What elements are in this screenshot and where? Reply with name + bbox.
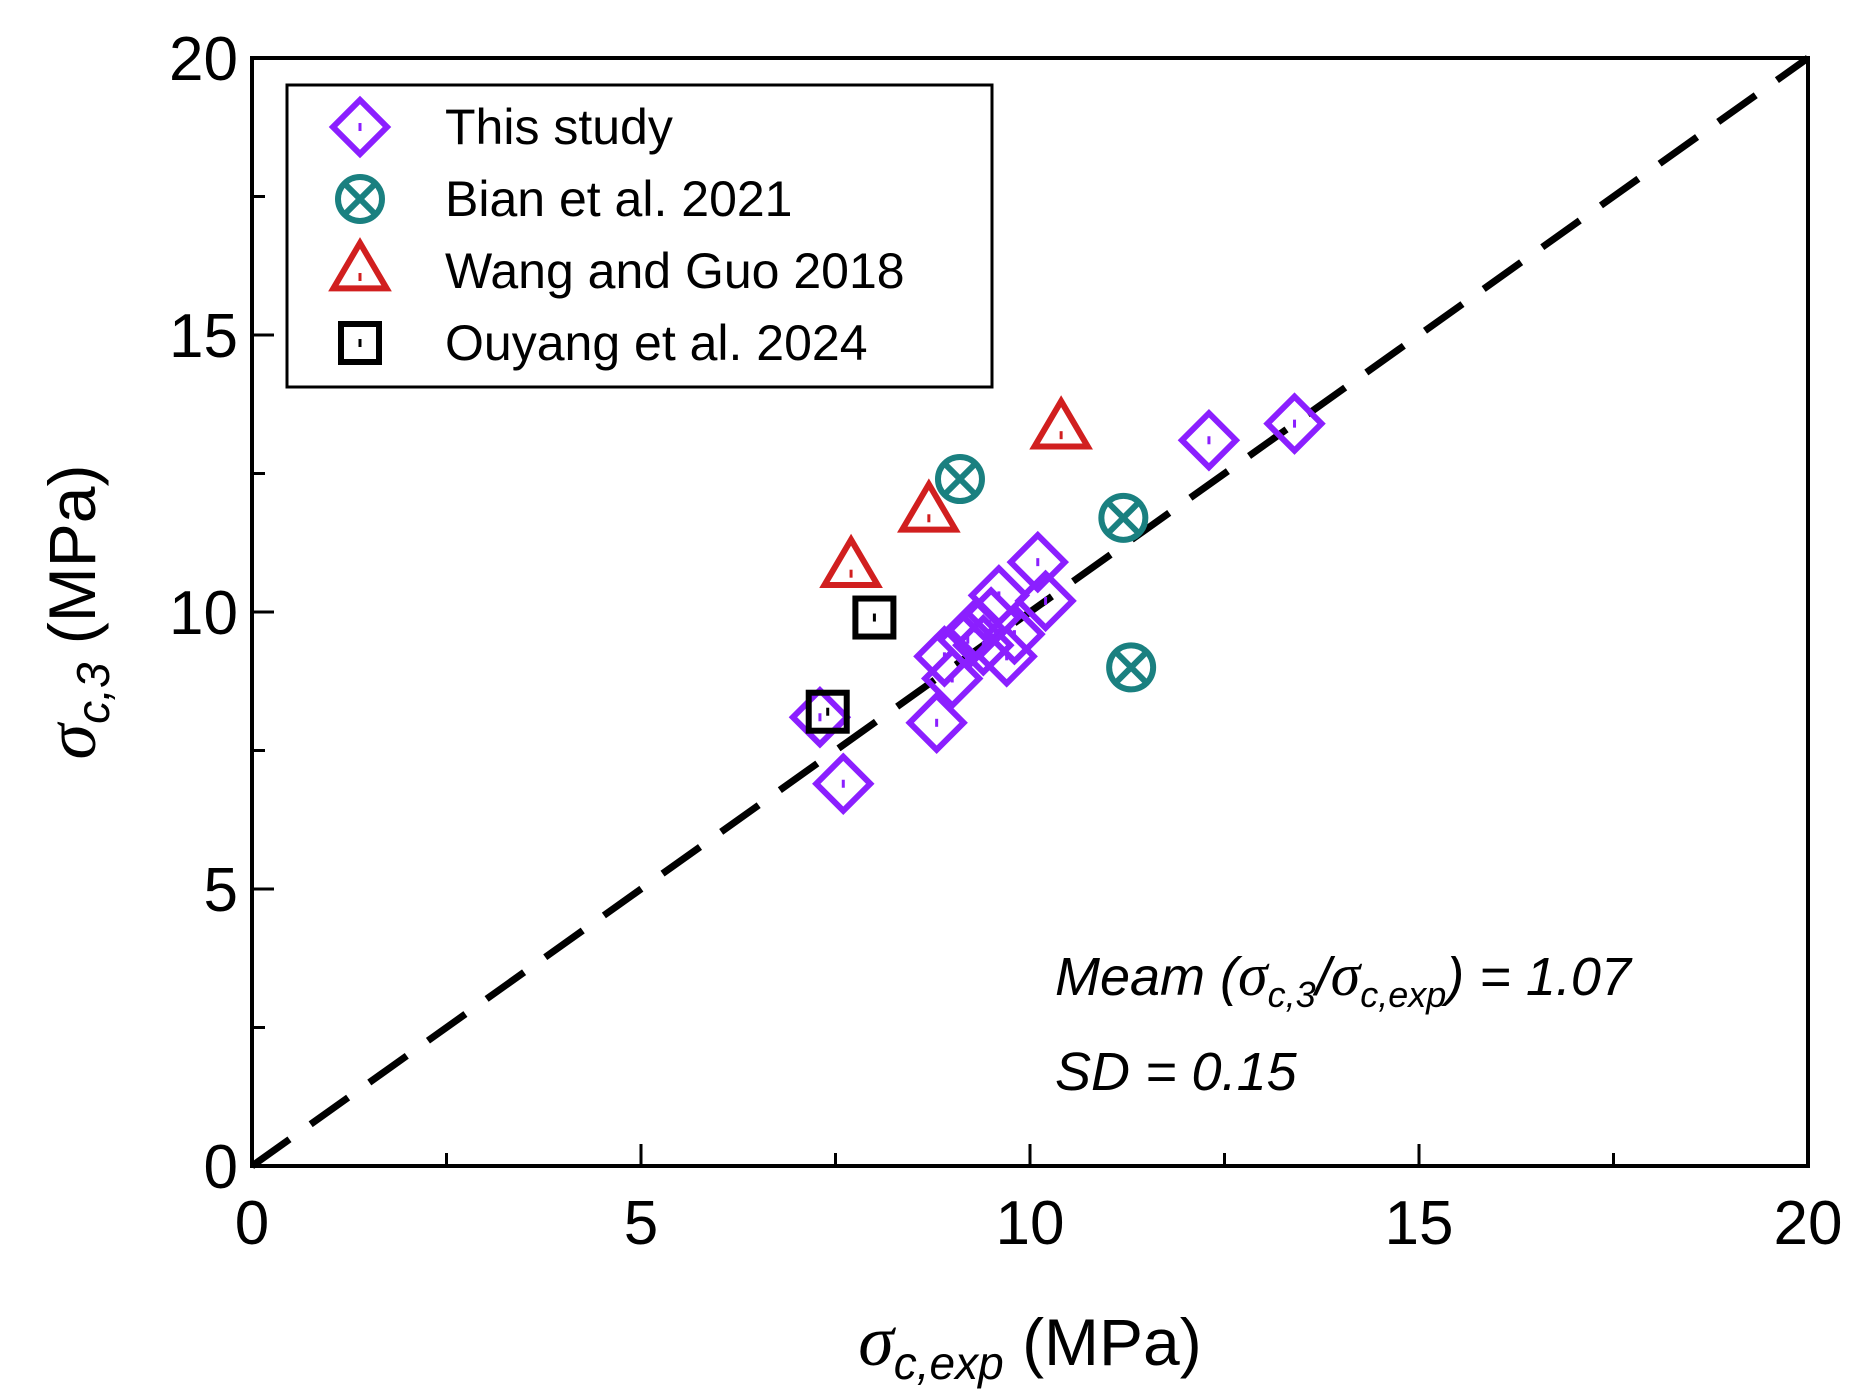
data-point-series-0 xyxy=(920,647,984,710)
legend-label-series-2: Wang and Guo 2018 xyxy=(445,243,905,299)
mean-text-b: ) = 1.07 xyxy=(1440,947,1633,1007)
legend-label-series-0: This study xyxy=(445,99,673,155)
mean-sym-2: σ xyxy=(1331,942,1363,1008)
data-point-series-2 xyxy=(897,478,961,533)
data-point-series-0 xyxy=(1006,530,1070,594)
mean-ratio-annotation: Meam (σc,3/σc,exp) = 1.07 xyxy=(1055,942,1633,1015)
y-tick-label: 20 xyxy=(169,25,238,94)
legend-marker-series-1 xyxy=(335,174,385,224)
legend: This study Bian et al. 2021 Wang and Guo 2… xyxy=(285,83,994,389)
data-point-series-0 xyxy=(1177,409,1241,472)
data-point-series-0 xyxy=(788,686,852,749)
data-point-series-0 xyxy=(1263,392,1326,455)
data-point-series-0 xyxy=(905,691,968,755)
data-point-series-0 xyxy=(812,752,875,815)
x-title-unit: (MPa) xyxy=(1004,1305,1202,1379)
x-tick-label: 0 xyxy=(235,1189,269,1258)
y-tick-label: 0 xyxy=(204,1133,238,1202)
x-title-subscript: c,exp xyxy=(894,1337,1004,1389)
y-tick-label: 10 xyxy=(169,579,238,648)
data-point-series-0 xyxy=(983,602,1046,666)
legend-marker-series-2 xyxy=(328,237,392,292)
x-axis-ticks: 0 5 10 15 20 xyxy=(235,1144,1843,1258)
data-point-series-3 xyxy=(852,595,897,640)
mean-sub-2: c,exp xyxy=(1360,974,1446,1015)
x-tick-label: 10 xyxy=(996,1189,1065,1258)
x-tick-label: 5 xyxy=(624,1189,658,1258)
data-point-series-1 xyxy=(1106,642,1157,693)
legend-label-series-3: Ouyang et al. 2024 xyxy=(445,315,868,371)
data-points xyxy=(788,392,1326,815)
mean-text-a: Meam ( xyxy=(1055,947,1243,1007)
legend-marker-series-0 xyxy=(328,95,392,159)
y-axis-title: σc,3 (MPa) xyxy=(31,465,119,760)
data-point-series-1 xyxy=(934,454,985,505)
data-point-series-2 xyxy=(819,533,883,589)
mean-sub-1: c,3 xyxy=(1268,974,1316,1015)
x-tick-label: 20 xyxy=(1774,1189,1843,1258)
data-point-series-0 xyxy=(1014,569,1077,633)
y-tick-label: 5 xyxy=(204,856,238,925)
data-point-series-3 xyxy=(805,689,850,734)
sd-annotation: SD = 0.15 xyxy=(1055,1042,1298,1102)
x-tick-label: 15 xyxy=(1385,1189,1454,1258)
y-title-unit: (MPa) xyxy=(35,465,109,663)
legend-box xyxy=(285,83,994,389)
data-point-series-2 xyxy=(1029,395,1093,450)
y-title-subscript: c,3 xyxy=(67,662,119,724)
legend-marker-series-3 xyxy=(338,321,382,365)
y-axis-ticks: 0 5 10 15 20 xyxy=(169,25,274,1202)
data-point-series-1 xyxy=(1098,492,1149,543)
legend-label-series-1: Bian et al. 2021 xyxy=(445,171,793,227)
y-title-symbol: σ xyxy=(31,721,111,759)
x-title-symbol: σ xyxy=(858,1301,896,1381)
x-axis-title: σc,exp (MPa) xyxy=(858,1301,1201,1389)
mean-sym-1: σ xyxy=(1238,942,1270,1008)
y-tick-label: 15 xyxy=(169,302,238,371)
